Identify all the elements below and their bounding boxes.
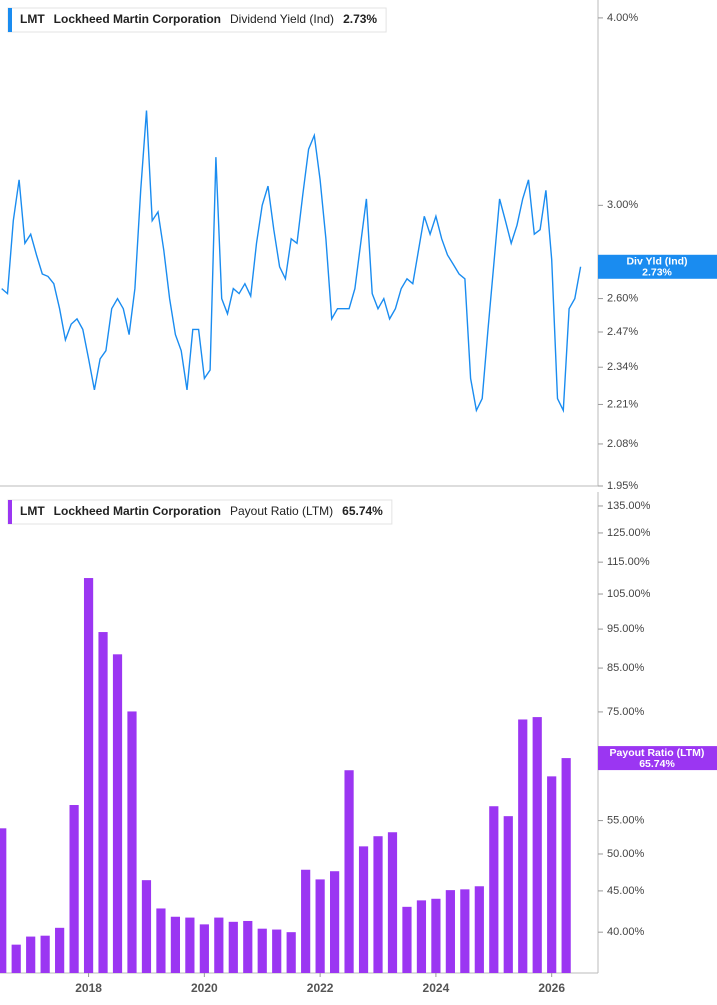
bar [141,880,152,973]
bar [330,871,340,973]
y-tick-label: 55.00% [607,814,645,826]
legend-box [7,7,387,33]
x-tick-label: 2018 [75,981,102,995]
bar [489,806,499,973]
bar [83,578,94,973]
bar [257,928,267,973]
legend-stripe [8,8,12,32]
value-badge [598,254,717,279]
y-tick-label: 105.00% [607,588,651,600]
x-tick-label: 2020 [191,981,218,995]
bar [503,816,513,973]
y-tick-label: 2.60% [607,292,638,304]
bar [358,846,369,973]
bar [445,890,455,973]
bar [315,879,325,973]
y-tick-label: 4.00% [607,12,638,24]
bar [561,758,571,973]
bar [344,770,354,973]
bar [416,900,427,973]
y-tick-label: 125.00% [607,527,651,539]
y-tick-label: 75.00% [607,706,645,718]
bar [40,935,50,973]
y-tick-label: 115.00% [607,556,650,568]
legend-symbol: LMT [20,12,45,26]
bar [156,908,166,973]
bar [387,832,398,973]
x-tick-label: 2024 [423,981,450,995]
y-tick-label: 2.21% [607,398,638,410]
legend-value: 65.74% [342,504,383,518]
legend-metric: Payout Ratio (LTM) [230,504,333,518]
bar [185,917,195,973]
bar [402,906,412,973]
y-tick-label: 2.34% [607,361,638,373]
bar [112,654,123,973]
badge-label: Payout Ratio (LTM) [610,747,705,759]
y-tick-label: 3.00% [607,199,638,211]
bar [474,886,484,973]
bar [228,921,238,973]
y-tick-label: 45.00% [607,885,645,897]
yield-line [1,110,582,414]
y-tick-label: 135.00% [607,500,651,512]
bar [460,889,470,973]
y-tick-label: 2.08% [607,438,638,450]
bar [272,929,282,973]
x-tick-label: 2026 [538,981,565,995]
bar [518,719,528,973]
bar [286,932,296,973]
bar [243,920,253,973]
legend-value: 2.73% [343,12,377,26]
y-tick-label: 95.00% [607,623,645,635]
bar [199,924,209,973]
badge-value: 65.74% [639,758,675,770]
bar [11,944,21,973]
bar [373,836,383,973]
legend-box [7,499,393,525]
value-badge [598,746,717,771]
bar [0,828,7,973]
y-tick-label: 1.95% [607,480,638,492]
bar [532,717,542,973]
bar [127,711,137,973]
y-tick-label: 85.00% [607,662,645,674]
bar [170,916,181,973]
bar [26,936,36,973]
y-tick-label: 2.47% [607,326,638,338]
bar [547,776,557,973]
bar [55,927,65,973]
y-tick-label: 40.00% [607,926,645,938]
y-tick-label: 50.00% [607,848,645,860]
badge-label: Div Yld (Ind) [626,256,687,268]
badge-value: 2.73% [642,267,672,279]
legend-name: Lockheed Martin Corporation [54,12,221,26]
bar [214,917,224,973]
legend-symbol: LMT [20,504,45,518]
bar [301,869,311,973]
bar [431,898,441,973]
legend-name: Lockheed Martin Corporation [54,504,221,518]
legend-stripe [8,500,12,524]
legend-metric: Dividend Yield (Ind) [230,12,334,26]
x-tick-label: 2022 [307,981,334,995]
bar [69,805,79,973]
bar [98,632,108,973]
